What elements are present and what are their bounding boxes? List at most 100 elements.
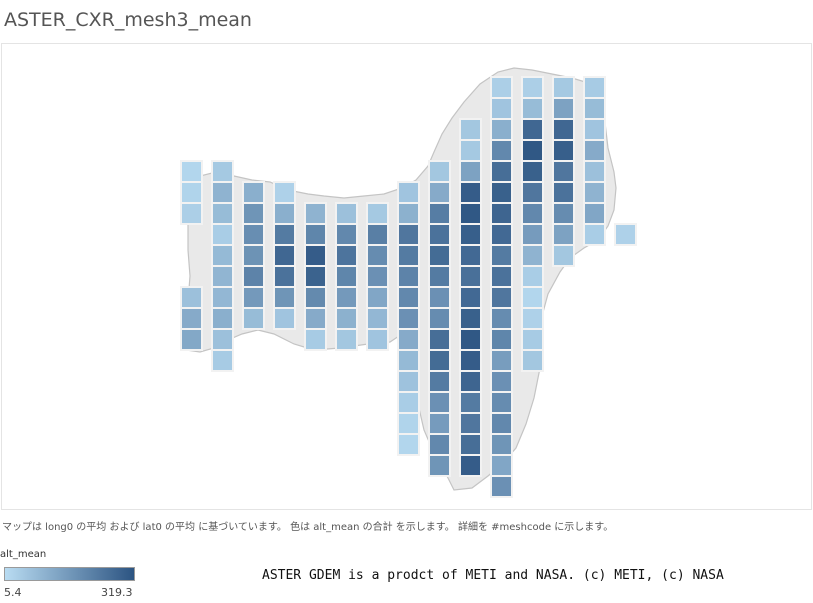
mesh-cell[interactable] (490, 76, 513, 99)
mesh-cell[interactable] (490, 139, 513, 162)
mesh-cell[interactable] (397, 433, 420, 456)
mesh-cell[interactable] (397, 349, 420, 372)
mesh-cell[interactable] (335, 328, 358, 351)
mesh-cell[interactable] (366, 202, 389, 225)
mesh-cell[interactable] (490, 118, 513, 141)
mesh-cell[interactable] (459, 139, 482, 162)
mesh-cell[interactable] (490, 244, 513, 267)
mesh-cell[interactable] (490, 181, 513, 204)
mesh-cell[interactable] (335, 307, 358, 330)
mesh-cell[interactable] (459, 118, 482, 141)
mesh-cell[interactable] (552, 139, 575, 162)
mesh-cell[interactable] (521, 286, 544, 309)
mesh-cell[interactable] (459, 181, 482, 204)
mesh-cell[interactable] (397, 286, 420, 309)
mesh-cell[interactable] (428, 370, 451, 393)
mesh-cell[interactable] (242, 307, 265, 330)
mesh-cell[interactable] (304, 202, 327, 225)
mesh-cell[interactable] (490, 412, 513, 435)
mesh-cell[interactable] (397, 223, 420, 246)
mesh-cell[interactable] (211, 244, 234, 267)
mesh-cell[interactable] (459, 307, 482, 330)
mesh-cell[interactable] (552, 202, 575, 225)
mesh-cell[interactable] (366, 328, 389, 351)
mesh-cell[interactable] (335, 223, 358, 246)
mesh-cell[interactable] (583, 160, 606, 183)
mesh-cell[interactable] (273, 223, 296, 246)
mesh-cell[interactable] (459, 412, 482, 435)
mesh-cell[interactable] (304, 328, 327, 351)
mesh-cell[interactable] (335, 202, 358, 225)
mesh-cell[interactable] (428, 454, 451, 477)
mesh-cell[interactable] (428, 223, 451, 246)
mesh-cell[interactable] (273, 307, 296, 330)
mesh-cell[interactable] (583, 223, 606, 246)
mesh-cell[interactable] (428, 160, 451, 183)
mesh-cell[interactable] (211, 265, 234, 288)
mesh-cell[interactable] (614, 223, 637, 246)
mesh-cell[interactable] (180, 286, 203, 309)
mesh-cell[interactable] (583, 202, 606, 225)
mesh-cell[interactable] (490, 307, 513, 330)
mesh-cell[interactable] (273, 202, 296, 225)
mesh-cell[interactable] (552, 181, 575, 204)
mesh-cell[interactable] (211, 286, 234, 309)
mesh-cell[interactable] (521, 202, 544, 225)
mesh-cell[interactable] (459, 328, 482, 351)
mesh-cell[interactable] (490, 370, 513, 393)
mesh-cells[interactable] (180, 76, 637, 498)
mesh-cell[interactable] (521, 223, 544, 246)
mesh-cell[interactable] (490, 223, 513, 246)
mesh-cell[interactable] (521, 265, 544, 288)
mesh-cell[interactable] (304, 244, 327, 267)
mesh-cell[interactable] (521, 349, 544, 372)
mesh-cell[interactable] (273, 181, 296, 204)
mesh-cell[interactable] (490, 349, 513, 372)
mesh-cell[interactable] (552, 160, 575, 183)
mesh-cell[interactable] (459, 286, 482, 309)
mesh-cell[interactable] (428, 181, 451, 204)
mesh-cell[interactable] (211, 202, 234, 225)
mesh-cell[interactable] (366, 244, 389, 267)
mesh-cell[interactable] (521, 76, 544, 99)
mesh-cell[interactable] (397, 391, 420, 414)
map-canvas[interactable] (2, 44, 811, 509)
mesh-cell[interactable] (552, 244, 575, 267)
mesh-cell[interactable] (428, 328, 451, 351)
mesh-cell[interactable] (304, 265, 327, 288)
mesh-cell[interactable] (397, 307, 420, 330)
mesh-cell[interactable] (583, 181, 606, 204)
mesh-cell[interactable] (366, 307, 389, 330)
mesh-cell[interactable] (521, 139, 544, 162)
mesh-cell[interactable] (180, 160, 203, 183)
mesh-cell[interactable] (428, 265, 451, 288)
mesh-cell[interactable] (428, 307, 451, 330)
mesh-cell[interactable] (583, 118, 606, 141)
mesh-cell[interactable] (521, 118, 544, 141)
mesh-cell[interactable] (397, 202, 420, 225)
mesh-cell[interactable] (428, 286, 451, 309)
mesh-cell[interactable] (242, 202, 265, 225)
mesh-cell[interactable] (490, 433, 513, 456)
mesh-cell[interactable] (335, 286, 358, 309)
mesh-cell[interactable] (211, 349, 234, 372)
mesh-cell[interactable] (180, 181, 203, 204)
mesh-cell[interactable] (521, 160, 544, 183)
mesh-cell[interactable] (428, 349, 451, 372)
mesh-cell[interactable] (459, 202, 482, 225)
mesh-cell[interactable] (242, 181, 265, 204)
mesh-cell[interactable] (459, 223, 482, 246)
mesh-cell[interactable] (552, 223, 575, 246)
mesh-cell[interactable] (490, 265, 513, 288)
mesh-cell[interactable] (459, 454, 482, 477)
mesh-cell[interactable] (397, 412, 420, 435)
mesh-cell[interactable] (521, 307, 544, 330)
mesh-cell[interactable] (273, 244, 296, 267)
mesh-cell[interactable] (490, 202, 513, 225)
mesh-cell[interactable] (366, 223, 389, 246)
mesh-cell[interactable] (552, 118, 575, 141)
mesh-cell[interactable] (459, 244, 482, 267)
mesh-cell[interactable] (552, 97, 575, 120)
mesh-cell[interactable] (583, 97, 606, 120)
mesh-cell[interactable] (397, 181, 420, 204)
